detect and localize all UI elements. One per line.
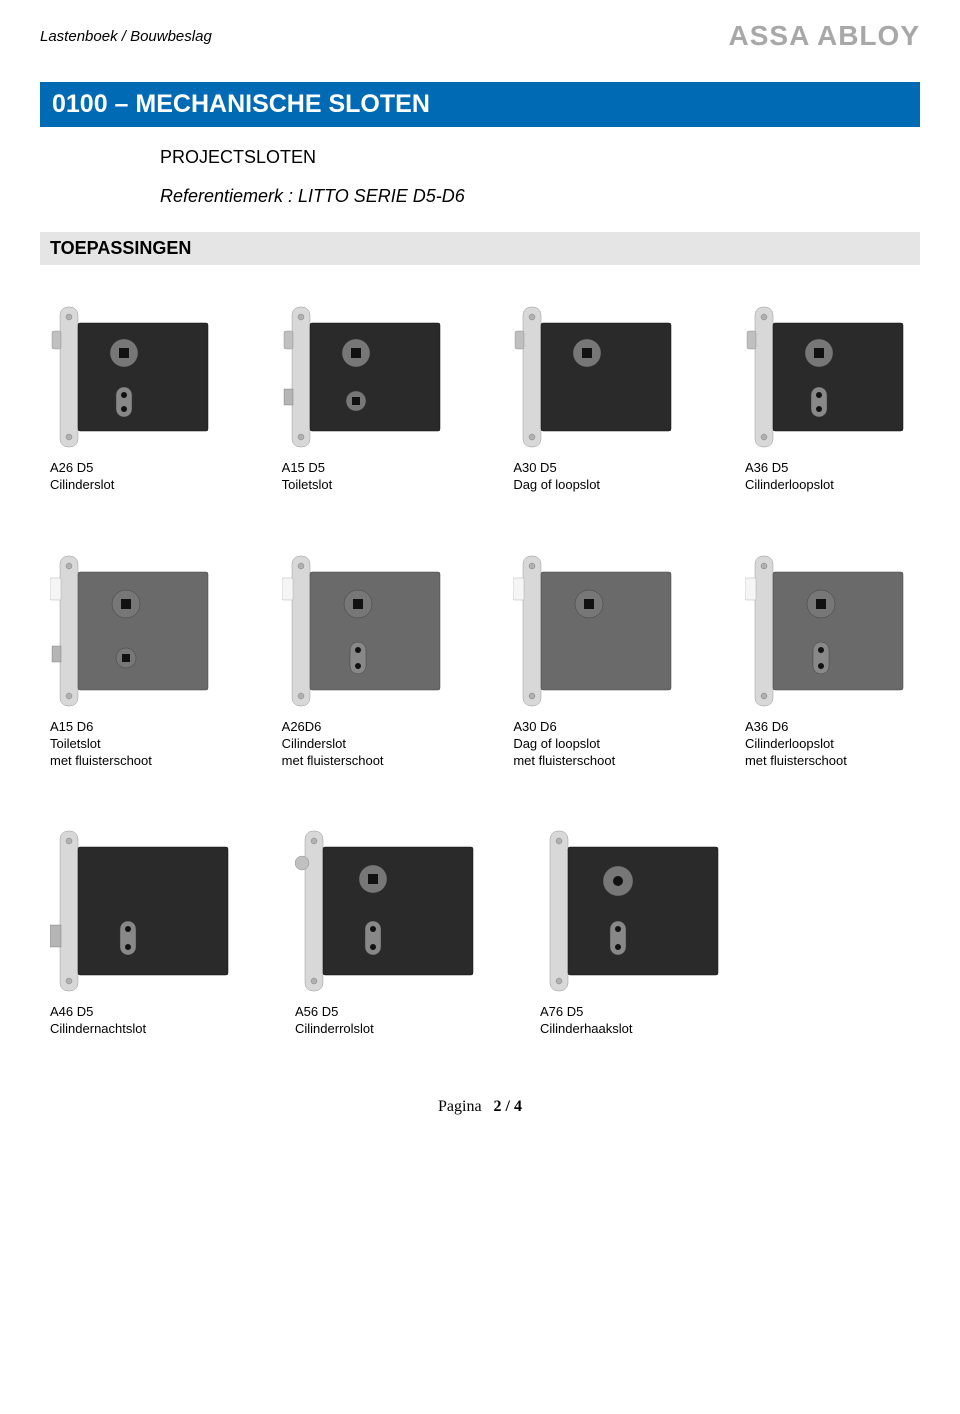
product-item: A36 D5 Cilinderloopslot [745, 305, 910, 494]
product-desc: Dag of loopslot [513, 736, 678, 753]
product-desc: Cilinderslot [282, 736, 447, 753]
lock-image [50, 305, 215, 450]
lock-image [295, 829, 480, 994]
product-code: A30 D5 [513, 460, 678, 477]
lock-image [50, 829, 235, 994]
section-subtitle-2: Referentiemerk : LITTO SERIE D5-D6 [160, 186, 920, 207]
lock-image [282, 305, 447, 450]
product-desc2: met fluisterschoot [745, 753, 910, 770]
product-desc: Cilinderrolslot [295, 1021, 480, 1038]
lock-image [513, 554, 678, 709]
product-row-3: A46 D5 Cilindernachtslot A56 D5 Cilinder… [40, 829, 920, 1038]
product-desc2: met fluisterschoot [50, 753, 215, 770]
lock-image [745, 554, 910, 709]
product-code: A36 D6 [745, 719, 910, 736]
product-item: A76 D5 Cilinderhaakslot [540, 829, 725, 1038]
product-row-2: A15 D6 Toiletslot met fluisterschoot A26… [40, 554, 920, 770]
product-desc: Cilinderhaakslot [540, 1021, 725, 1038]
product-item: A56 D5 Cilinderrolslot [295, 829, 480, 1038]
section-banner: 0100 – MECHANISCHE SLOTEN [40, 82, 920, 127]
product-desc: Toiletslot [50, 736, 215, 753]
product-item: A36 D6 Cilinderloopslot met fluisterscho… [745, 554, 910, 770]
product-code: A26D6 [282, 719, 447, 736]
product-item: A15 D5 Toiletslot [282, 305, 447, 494]
product-desc2: met fluisterschoot [513, 753, 678, 770]
product-desc: Cilindernachtslot [50, 1021, 235, 1038]
product-item: A46 D5 Cilindernachtslot [50, 829, 235, 1038]
product-item: A30 D5 Dag of loopslot [513, 305, 678, 494]
pager: Pagina 2 / 4 [40, 1098, 920, 1116]
product-code: A30 D6 [513, 719, 678, 736]
product-row-1: A26 D5 Cilinderslot A15 D5 Toiletslot [40, 305, 920, 494]
product-desc: Toiletslot [282, 477, 447, 494]
lock-image [50, 554, 215, 709]
doc-title: Lastenboek / Bouwbeslag [40, 28, 212, 45]
brand-logo: ASSA ABLOY [729, 20, 921, 52]
product-item: A26 D5 Cilinderslot [50, 305, 215, 494]
pager-page: 2 / 4 [494, 1098, 522, 1115]
product-desc: Cilinderslot [50, 477, 215, 494]
product-desc: Cilinderloopslot [745, 736, 910, 753]
product-code: A36 D5 [745, 460, 910, 477]
product-code: A26 D5 [50, 460, 215, 477]
product-item: A30 D6 Dag of loopslot met fluisterschoo… [513, 554, 678, 770]
product-code: A15 D5 [282, 460, 447, 477]
lock-image [282, 554, 447, 709]
lock-image [540, 829, 725, 994]
product-desc: Cilinderloopslot [745, 477, 910, 494]
product-item: A15 D6 Toiletslot met fluisterschoot [50, 554, 215, 770]
product-desc2: met fluisterschoot [282, 753, 447, 770]
pager-label: Pagina [438, 1098, 482, 1115]
lock-image [745, 305, 910, 450]
product-code: A46 D5 [50, 1004, 235, 1021]
product-code: A76 D5 [540, 1004, 725, 1021]
lock-image [513, 305, 678, 450]
product-code: A56 D5 [295, 1004, 480, 1021]
header: Lastenboek / Bouwbeslag ASSA ABLOY [40, 20, 920, 52]
product-item: A26D6 Cilinderslot met fluisterschoot [282, 554, 447, 770]
section-band: TOEPASSINGEN [40, 232, 920, 265]
product-code: A15 D6 [50, 719, 215, 736]
section-subtitle-1: PROJECTSLOTEN [160, 147, 920, 168]
product-desc: Dag of loopslot [513, 477, 678, 494]
